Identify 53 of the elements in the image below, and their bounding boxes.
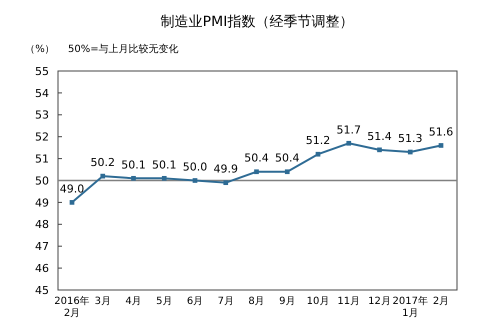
y-tick-label: 47	[35, 240, 49, 254]
y-tick-label: 48	[35, 218, 49, 232]
point	[438, 143, 444, 148]
point	[223, 180, 228, 186]
point	[131, 176, 136, 181]
y-tick-label: 54	[35, 86, 49, 100]
y-tick-label: 53	[35, 108, 49, 122]
point	[100, 174, 106, 178]
data-label: 50.1	[152, 158, 176, 172]
data-label: 51.4	[367, 130, 392, 143]
x-tick-label: 6月	[186, 296, 204, 307]
x-tick-label: 2017年 1月	[392, 295, 428, 319]
x-tick-label: 3月	[94, 296, 111, 307]
x-tick-label: 5月	[156, 296, 172, 307]
point	[192, 178, 198, 183]
y-tick-label: 50	[35, 174, 49, 188]
point	[346, 140, 352, 146]
point	[70, 200, 74, 205]
x-tick-label: 10月	[306, 296, 330, 307]
point	[254, 169, 259, 174]
data-label: 50.4	[275, 152, 300, 165]
x-tick-label: 11月	[337, 296, 360, 307]
x-tick-label: 9月	[279, 296, 296, 307]
y-axis-title: （%）	[25, 44, 55, 55]
data-label: 51.2	[306, 134, 330, 148]
x-tick-label: 2月	[432, 296, 450, 307]
data-label: 51.6	[428, 125, 454, 138]
y-tick-label: 52	[35, 130, 49, 144]
chart-title: 制造业PMI指数（经季节调整）	[160, 14, 354, 30]
data-label: 49.0	[60, 182, 84, 196]
x-tick-label: 4月	[125, 296, 142, 307]
text: 50%=与上月比较无变化	[68, 43, 179, 55]
data-label: 51.7	[336, 123, 361, 136]
y-tick-label: 55	[35, 64, 49, 78]
point	[377, 147, 382, 152]
point	[162, 176, 167, 181]
x-tick-label: 7月	[218, 296, 234, 307]
point	[284, 169, 290, 174]
data-label: 50.4	[244, 152, 269, 165]
x-tick-label: 2016年 2月	[54, 295, 90, 319]
y-tick-label: 49	[35, 196, 49, 210]
x-tick-label: 8月	[248, 296, 265, 307]
data-label: 50.0	[182, 160, 208, 174]
data-label: 50.1	[121, 158, 146, 172]
data-label: 50.2	[90, 156, 115, 170]
data-label: 49.9	[214, 162, 238, 176]
point	[316, 152, 320, 157]
x-tick-label: 12月	[368, 296, 391, 307]
y-tick-label: 46	[35, 262, 49, 275]
data-label: 51.3	[398, 132, 422, 146]
point	[408, 150, 413, 154]
y-tick-label: 51	[35, 152, 49, 166]
y-tick-label: 45	[35, 284, 49, 297]
